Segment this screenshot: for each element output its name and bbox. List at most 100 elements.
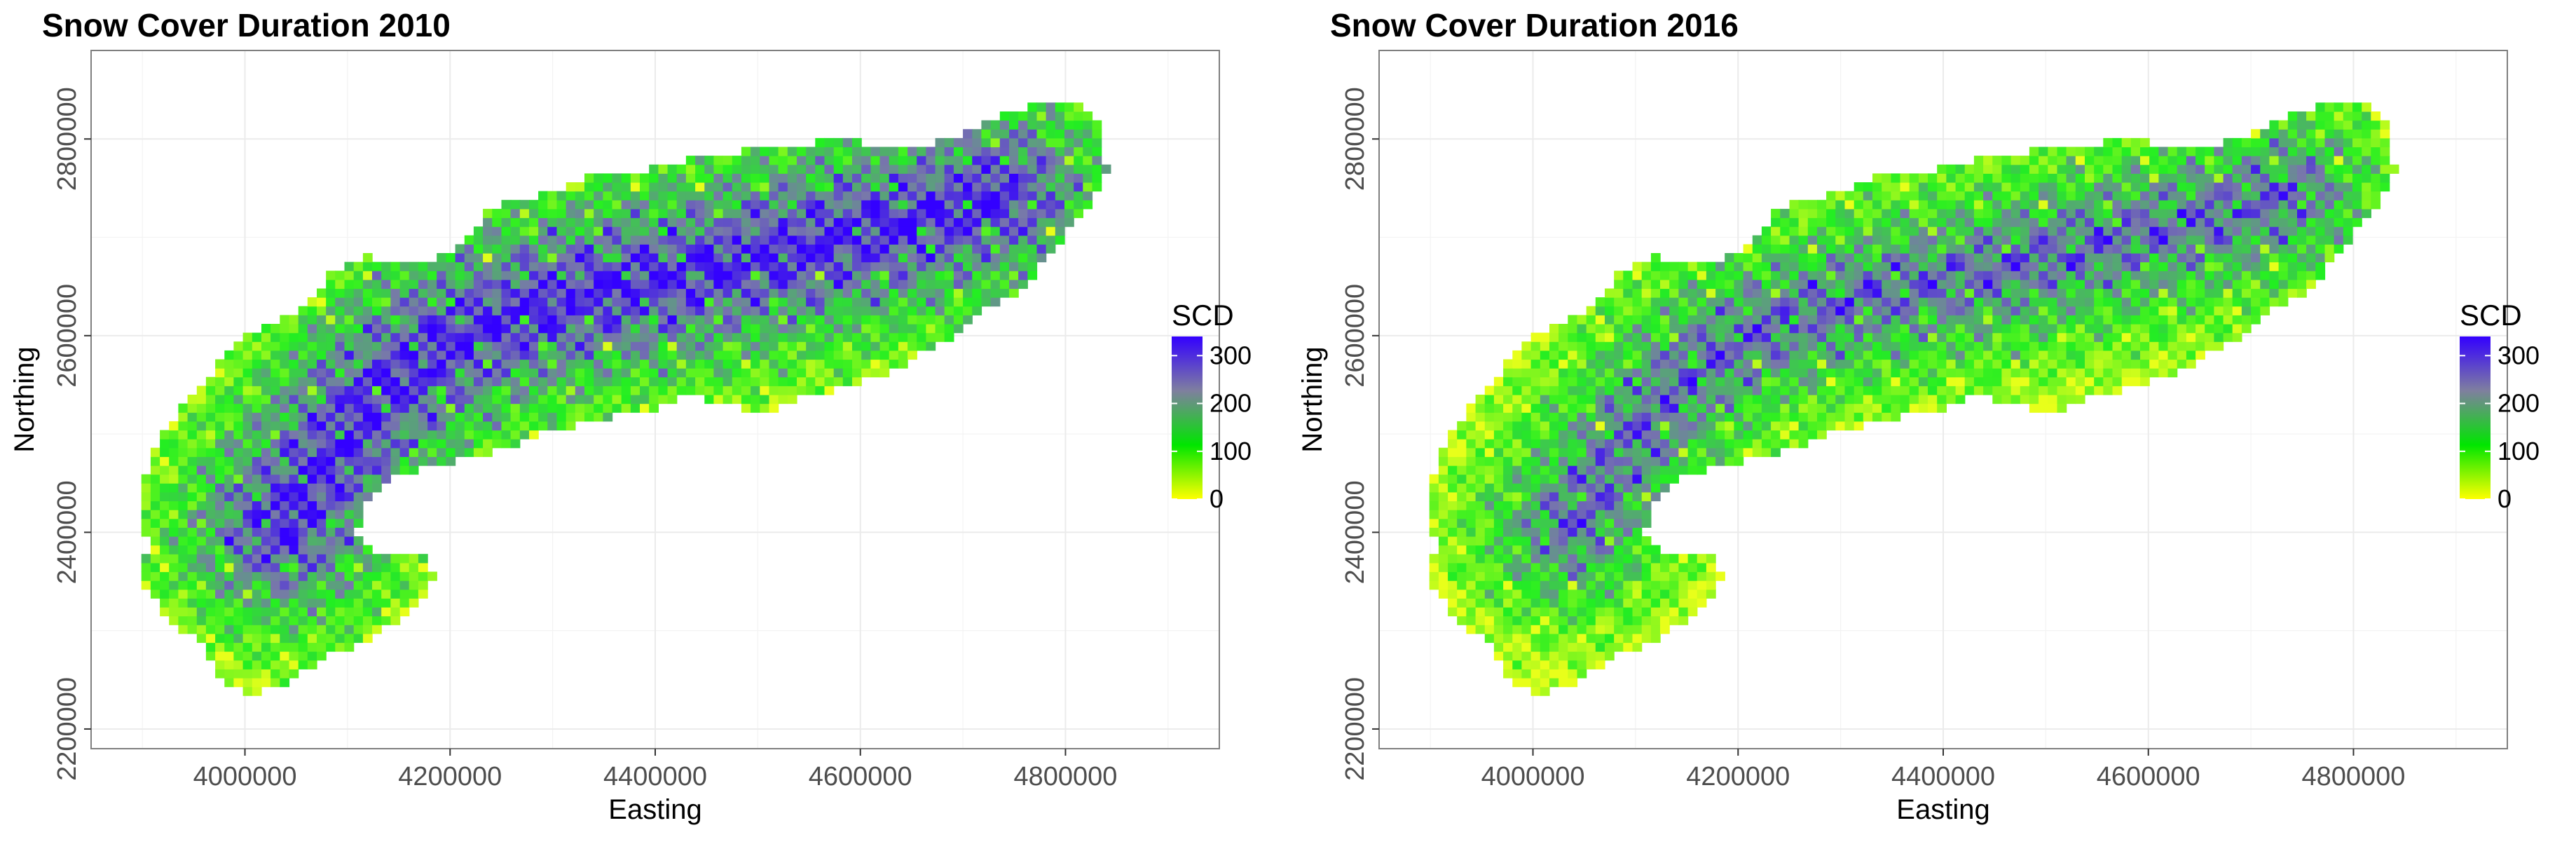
- raster-cell: [160, 563, 170, 572]
- raster-cell: [270, 404, 280, 413]
- raster-cell: [954, 315, 964, 324]
- raster-cell: [612, 360, 622, 369]
- raster-cell: [889, 333, 899, 342]
- raster-cell: [723, 350, 733, 360]
- raster-cell: [723, 280, 733, 289]
- raster-cell: [741, 271, 751, 280]
- raster-cell: [898, 360, 908, 369]
- raster-cell: [418, 324, 428, 333]
- raster-cell: [991, 121, 1001, 130]
- raster-cell: [538, 350, 548, 360]
- raster-cell: [1706, 580, 1716, 590]
- raster-cell: [622, 200, 631, 209]
- raster-cell: [797, 280, 807, 289]
- raster-cell: [483, 271, 493, 280]
- raster-cell: [981, 218, 991, 227]
- raster-cell: [713, 226, 723, 236]
- raster-cell: [1725, 271, 1734, 280]
- raster-cell: [1439, 510, 1448, 519]
- raster-cell: [261, 519, 271, 528]
- raster-cell: [2020, 244, 2030, 253]
- raster-cell: [2011, 324, 2021, 333]
- raster-cell: [806, 209, 816, 218]
- raster-cell: [1715, 404, 1725, 413]
- raster-cell: [677, 324, 687, 333]
- raster-cell: [1633, 519, 1643, 528]
- raster-cell: [1642, 324, 1652, 333]
- raster-cell: [936, 173, 945, 182]
- raster-cell: [972, 165, 982, 174]
- raster-cell: [280, 554, 289, 563]
- raster-cell: [1660, 377, 1670, 386]
- raster-cell: [280, 545, 289, 554]
- raster-cell: [455, 341, 465, 350]
- raster-cell: [1753, 430, 1762, 440]
- raster-cell: [2001, 350, 2011, 360]
- raster-cell: [1790, 244, 1800, 253]
- x-tick-label: 4200000: [398, 762, 502, 791]
- raster-cell: [520, 236, 530, 245]
- raster-cell: [354, 483, 364, 492]
- raster-cell: [1715, 395, 1725, 404]
- raster-cell: [1956, 173, 1966, 182]
- raster-cell: [1521, 634, 1531, 643]
- raster-cell: [1009, 280, 1019, 289]
- raster-cell: [372, 271, 382, 280]
- raster-cell: [584, 244, 594, 253]
- raster-cell: [1660, 554, 1670, 563]
- raster-cell: [575, 280, 585, 289]
- raster-cell: [1439, 572, 1448, 581]
- raster-cell: [1660, 333, 1670, 342]
- raster-cell: [880, 165, 890, 174]
- raster-cell: [206, 572, 216, 581]
- raster-cell: [418, 386, 428, 395]
- raster-cell: [1037, 200, 1047, 209]
- raster-cell: [1000, 111, 1010, 121]
- raster-cell: [732, 341, 742, 350]
- raster-cell: [1521, 660, 1531, 669]
- raster-cell: [741, 350, 751, 360]
- raster-cell: [926, 262, 936, 271]
- raster-cell: [1725, 421, 1734, 430]
- raster-cell: [1083, 191, 1092, 200]
- raster-cell: [1790, 262, 1800, 271]
- raster-cell: [981, 253, 991, 262]
- raster-cell: [631, 226, 640, 236]
- raster-cell: [1946, 218, 1956, 227]
- raster-cell: [1790, 315, 1800, 324]
- raster-cell: [1531, 465, 1541, 475]
- raster-cell: [289, 404, 299, 413]
- raster-cell: [1956, 244, 1966, 253]
- raster-cell: [299, 643, 308, 652]
- raster-cell: [1512, 616, 1522, 625]
- raster-cell: [1651, 289, 1661, 298]
- raster-cell: [1102, 165, 1111, 174]
- raster-cell: [1910, 386, 1919, 395]
- raster-cell: [1494, 545, 1504, 554]
- raster-cell: [603, 280, 612, 289]
- raster-cell: [243, 395, 253, 404]
- raster-cell: [779, 333, 788, 342]
- raster-cell: [1706, 280, 1716, 289]
- raster-cell: [280, 404, 289, 413]
- raster-cell: [252, 678, 262, 687]
- raster-cell: [898, 236, 908, 245]
- raster-cell: [308, 430, 317, 440]
- raster-cell: [280, 527, 289, 536]
- raster-cell: [594, 173, 603, 182]
- raster-cell: [270, 501, 280, 510]
- raster-cell: [215, 360, 225, 369]
- raster-cell: [640, 333, 650, 342]
- raster-cell: [1826, 395, 1836, 404]
- raster-cell: [1623, 545, 1633, 554]
- y-tick-label: 2400000: [53, 480, 82, 584]
- raster-cell: [224, 492, 234, 501]
- raster-cell: [547, 280, 557, 289]
- raster-cell: [1835, 271, 1845, 280]
- raster-cell: [889, 253, 899, 262]
- raster-cell: [612, 200, 622, 209]
- raster-cell: [1503, 634, 1513, 643]
- raster-cell: [1863, 236, 1873, 245]
- raster-cell: [713, 360, 723, 369]
- raster-cell: [233, 439, 243, 448]
